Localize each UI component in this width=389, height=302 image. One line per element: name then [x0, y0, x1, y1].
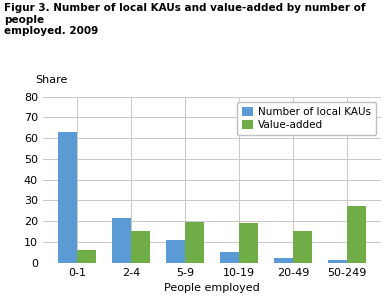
Bar — [185, 222, 204, 263]
Bar — [77, 250, 96, 263]
Bar — [131, 230, 150, 263]
Text: Figur 3. Number of local KAUs and value-added by number of people
employed. 2009: Figur 3. Number of local KAUs and value-… — [4, 3, 365, 36]
Bar — [239, 223, 258, 263]
Bar — [274, 258, 293, 263]
Text: Share: Share — [35, 75, 67, 85]
X-axis label: People employed: People employed — [164, 283, 260, 293]
Bar — [328, 260, 347, 263]
Bar — [58, 132, 77, 263]
Bar — [112, 218, 131, 263]
Legend: Number of local KAUs, Value-added: Number of local KAUs, Value-added — [237, 102, 376, 135]
Bar — [347, 206, 366, 263]
Bar — [220, 252, 239, 263]
Bar — [166, 240, 185, 263]
Bar — [293, 230, 312, 263]
